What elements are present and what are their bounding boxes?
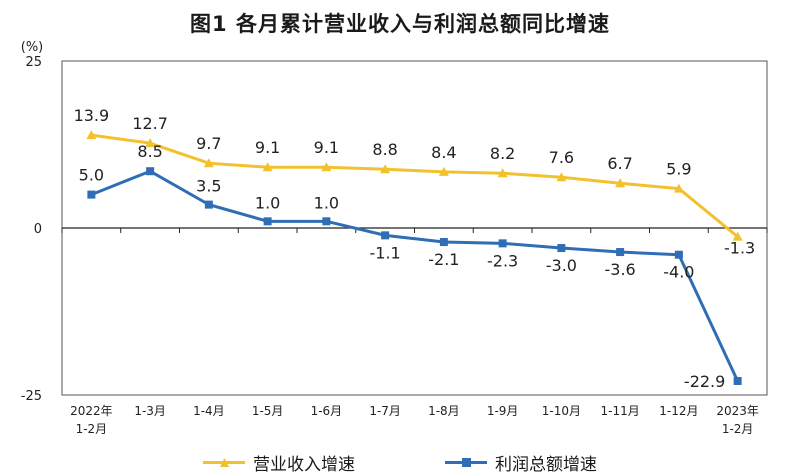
legend-swatch-revenue [203,454,245,470]
data-label: -3.6 [605,260,636,279]
data-point [498,239,507,248]
data-label: -1.1 [370,243,401,262]
data-point [87,190,96,199]
data-label: 1.0 [314,193,339,212]
data-point [674,250,683,259]
data-point [322,217,331,226]
data-point [673,183,684,193]
series-line-0 [91,133,739,238]
data-point [557,244,566,253]
x-tick-label: 1-8月 [428,404,460,418]
data-label: 1.0 [255,193,280,212]
data-point [732,231,743,241]
chart-title: 图1 各月累计营业收入与利润总额同比增速 [190,12,610,36]
data-label: 12.7 [132,114,168,133]
x-tick-label: 1-5月 [252,404,284,418]
data-label: 9.7 [196,134,221,153]
legend-label-revenue: 营业收入增速 [253,454,355,475]
y-axis-label: (%) [21,40,44,55]
x-tick-label: 1-11月 [601,404,640,418]
data-point [146,167,155,176]
data-point [262,162,273,172]
data-point [263,217,272,226]
data-label: 8.8 [372,140,397,159]
data-point [86,130,97,140]
x-tick-label: 1-9月 [487,404,519,418]
legend-item-revenue: 营业收入增速 [203,448,355,476]
data-point [145,138,156,148]
series-line-1 [90,169,739,382]
data-point [381,231,390,240]
data-label: -4.0 [663,263,694,282]
legend-swatch-profit [445,454,487,470]
data-point [556,172,567,182]
data-label: 9.1 [314,138,339,157]
data-label: 3.5 [196,177,221,196]
data-label: 7.6 [549,148,574,167]
legend-label-profit: 利润总额增速 [495,454,597,475]
data-point [203,158,214,168]
x-tick-label: 1-10月 [542,404,581,418]
data-label: -1.3 [724,239,755,258]
y-tick-label: -25 [21,389,42,404]
y-tick-label: 25 [25,55,42,70]
data-label: 5.9 [666,160,691,179]
x-tick-label: 1-3月 [134,404,166,418]
data-point [615,178,626,188]
x-tick-label: 1-2月 [722,422,754,436]
x-tick-label: 1-6月 [311,404,343,418]
data-label: 8.5 [137,142,162,161]
data-point [321,162,332,172]
data-label: -22.9 [684,372,725,391]
data-label: 8.4 [431,143,456,162]
legend-item-profit: 利润总额增速 [445,448,597,476]
data-label: 9.1 [255,138,280,157]
x-tick-label: 1-2月 [76,422,108,436]
data-point [439,238,448,247]
y-tick-label: 0 [34,222,42,237]
x-tick-label: 1-12月 [659,404,698,418]
data-point [204,200,213,209]
data-label: 13.9 [74,106,110,125]
data-label: -2.1 [428,250,459,269]
data-label: 6.7 [607,154,632,173]
x-tick-label: 2022年 [70,404,113,418]
chart-legend: 营业收入增速 利润总额增速 [0,448,800,476]
data-label: -2.3 [487,251,518,270]
data-point [497,168,508,178]
x-tick-label: 1-7月 [369,404,401,418]
data-label: -3.0 [546,256,577,275]
data-point [380,164,391,174]
data-label: 5.0 [79,166,104,185]
data-point [733,376,742,385]
x-tick-label: 1-4月 [193,404,225,418]
data-point [438,166,449,176]
x-tick-label: 2023年 [716,404,759,418]
data-label: 8.2 [490,144,515,163]
data-point [616,248,625,257]
